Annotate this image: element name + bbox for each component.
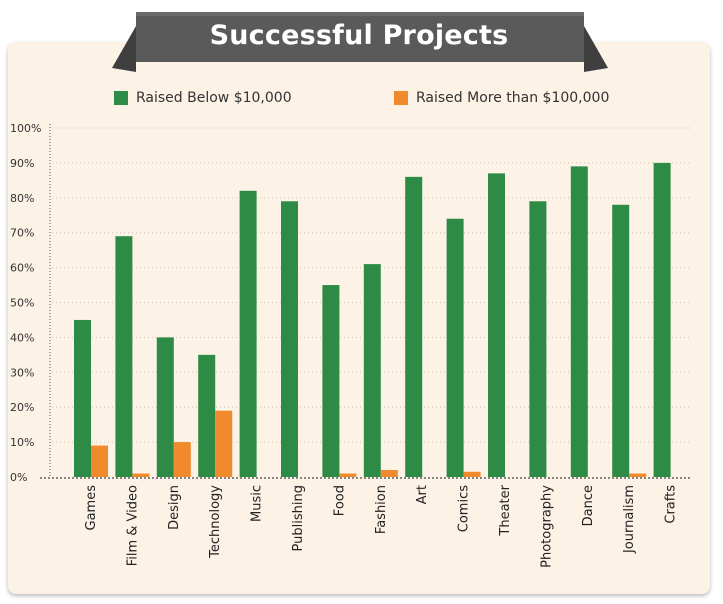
- y-tick-label: 70%: [10, 227, 34, 240]
- bar-below-6: [322, 285, 340, 477]
- ribbon-band: [136, 12, 584, 62]
- bar-below-12: [570, 166, 588, 477]
- title-ribbon: [112, 12, 608, 72]
- bar-above-13: [629, 473, 647, 477]
- legend-label-above: Raised More than $100,000: [416, 90, 610, 106]
- x-tick-label: Journalism: [622, 485, 637, 554]
- x-tick-label: Comics: [457, 485, 472, 532]
- bar-above-7: [380, 470, 398, 477]
- y-tick-label: 20%: [10, 401, 34, 414]
- y-tick-label: 0%: [10, 471, 27, 484]
- y-tick-label: 50%: [10, 297, 34, 310]
- x-tick-label: Photography: [539, 485, 554, 568]
- y-tick-label: 80%: [10, 192, 34, 205]
- bar-above-3: [215, 410, 233, 477]
- y-tick-label: 30%: [10, 366, 34, 379]
- ribbon-right-fold: [584, 26, 608, 72]
- y-tick-label: 10%: [10, 436, 34, 449]
- bar-below-1: [115, 236, 133, 477]
- bar-below-0: [74, 319, 91, 477]
- bar-above-0: [91, 445, 108, 477]
- x-tick-label: Fashion: [374, 485, 389, 534]
- ribbon-left-fold: [112, 26, 136, 72]
- x-tick-label: Music: [250, 485, 265, 522]
- y-tick-label: 60%: [10, 262, 34, 275]
- bar-above-1: [132, 473, 150, 477]
- y-tick-label: 40%: [10, 331, 34, 344]
- x-tick-label: Games: [84, 485, 99, 531]
- ribbon-highlight: [136, 12, 584, 16]
- bar-below-8: [405, 176, 423, 478]
- x-tick-label: Film & Video: [125, 485, 140, 566]
- chart-title: Successful Projects: [209, 20, 509, 51]
- bar-below-4: [239, 190, 257, 477]
- bar-above-6: [339, 473, 357, 477]
- bar-above-2: [173, 442, 191, 477]
- x-tick-label: Publishing: [291, 485, 306, 551]
- y-tick-label: 100%: [10, 122, 41, 135]
- bar-below-5: [281, 201, 298, 478]
- legend-swatch-below: [114, 91, 128, 105]
- x-tick-label: Food: [332, 485, 347, 516]
- legend-item-above: Raised More than $100,000: [394, 89, 609, 107]
- x-tick-label: Art: [415, 485, 430, 504]
- y-tick-label: 90%: [10, 157, 34, 170]
- x-tick-label: Technology: [208, 485, 223, 559]
- bar-below-9: [446, 218, 464, 478]
- x-tick-label: Theater: [498, 484, 513, 536]
- bar-below-10: [488, 173, 505, 477]
- bar-below-7: [363, 264, 381, 477]
- bar-above-9: [463, 471, 481, 477]
- bar-below-13: [612, 204, 630, 477]
- x-tick-label: Design: [167, 485, 182, 530]
- bar-below-14: [653, 162, 671, 477]
- bar-below-2: [156, 337, 174, 477]
- x-tick-label: Dance: [581, 485, 596, 526]
- x-tick-label: Crafts: [664, 485, 679, 524]
- legend-label-below: Raised Below $10,000: [136, 90, 292, 106]
- legend-swatch-above: [394, 91, 408, 105]
- bar-below-3: [198, 354, 216, 477]
- bar-below-11: [529, 201, 547, 478]
- legend-item-below: Raised Below $10,000: [114, 89, 292, 107]
